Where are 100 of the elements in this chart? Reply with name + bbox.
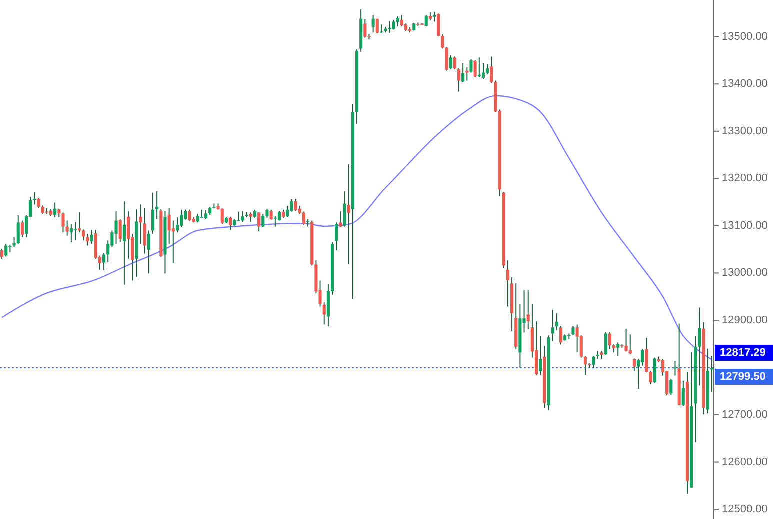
candlestick [143,207,146,254]
candlestick [608,332,612,350]
candlestick [441,34,444,50]
candlestick [474,60,477,78]
candlestick [470,59,473,74]
candlestick [584,355,588,376]
candlestick [151,192,155,234]
candlestick [241,210,244,223]
candlestick [258,212,261,232]
y-tick-label: 13300.00 [722,125,768,138]
candlestick [74,222,78,241]
candlestick [237,211,240,222]
candlestick [20,220,24,238]
candlestick [555,312,558,331]
y-tick-label: 13400.00 [722,78,768,90]
y-tick-label: 12900.00 [722,314,768,326]
text: 12817.29 [720,346,766,359]
candlestick [445,46,448,72]
candlestick [37,198,40,208]
candlestick [270,209,273,220]
candlestick [262,214,265,228]
candlestick [274,216,277,228]
candlestick [396,16,400,27]
candlestick [559,326,563,346]
candlestick [82,229,86,242]
candlestick [526,290,530,330]
candlestick [466,67,469,82]
y-tick-label: 13100.00 [722,220,768,232]
y-tick-label: 12500.00 [722,504,768,516]
candlestick [4,243,8,258]
y-tick-label: 13200.00 [722,172,768,185]
candlestick [388,20,392,34]
candlestick [102,252,106,271]
candlestick [616,342,620,356]
candlestick [290,198,294,212]
candlestick [486,64,490,75]
candlestick [624,328,628,352]
candlestick [453,56,456,70]
candlestick [168,207,171,244]
candlestick [632,358,636,372]
candlestick [66,220,69,236]
candlestick [339,210,342,228]
candlestick [62,212,65,234]
candlestick [698,307,702,386]
candlestick [294,198,298,212]
candlestick [653,357,656,384]
candlestick [682,380,685,407]
candlestick [478,57,481,78]
candlestick [249,212,252,223]
candlestick [437,13,440,37]
candlestick [343,190,346,228]
y-tick-label: 13500.00 [722,30,768,43]
candlestick [449,54,452,70]
candlestick [674,360,677,376]
candlestick [645,337,648,373]
candlestick [147,230,150,274]
candlestick [539,336,542,376]
y-tick-label: 12700.00 [722,409,768,422]
candlestick [424,14,428,27]
candlestick [372,14,375,34]
candlestick [220,208,224,225]
candlestick [302,211,306,226]
candlestick [126,210,130,260]
candlestick [12,236,16,248]
candlestick [392,19,396,30]
candlestick [176,216,180,234]
candlestick [0,248,4,260]
candlestick [347,164,350,265]
candlestick [114,210,118,244]
candlestick [70,224,73,243]
candlestick [482,62,486,80]
candlestick [628,334,632,356]
candlestick [604,332,608,356]
candlestick [90,230,94,244]
candlestick [457,68,461,92]
candlestick [122,200,126,286]
candlestick [139,204,142,244]
candlestick [670,378,673,396]
candlestick [322,302,326,326]
candlestick [364,18,367,38]
candlestick [180,209,184,228]
candlestick [710,355,714,392]
candlestick [286,206,290,218]
candlestick [188,209,192,222]
candlestick [592,355,596,369]
candlestick [576,324,579,353]
candlestick [118,218,122,243]
candlestick [506,260,510,308]
y-tick-label: 13000.00 [722,267,768,280]
candlestick [649,370,652,385]
candlestick [228,216,232,231]
candlestick [551,310,554,342]
candlestick [432,11,436,22]
candlestick [641,348,644,366]
candlestick [16,215,20,244]
candlestick [400,14,404,27]
candlestick [156,190,159,220]
candlestick [86,233,90,246]
candlestick [490,56,494,84]
candlestick [335,222,338,252]
